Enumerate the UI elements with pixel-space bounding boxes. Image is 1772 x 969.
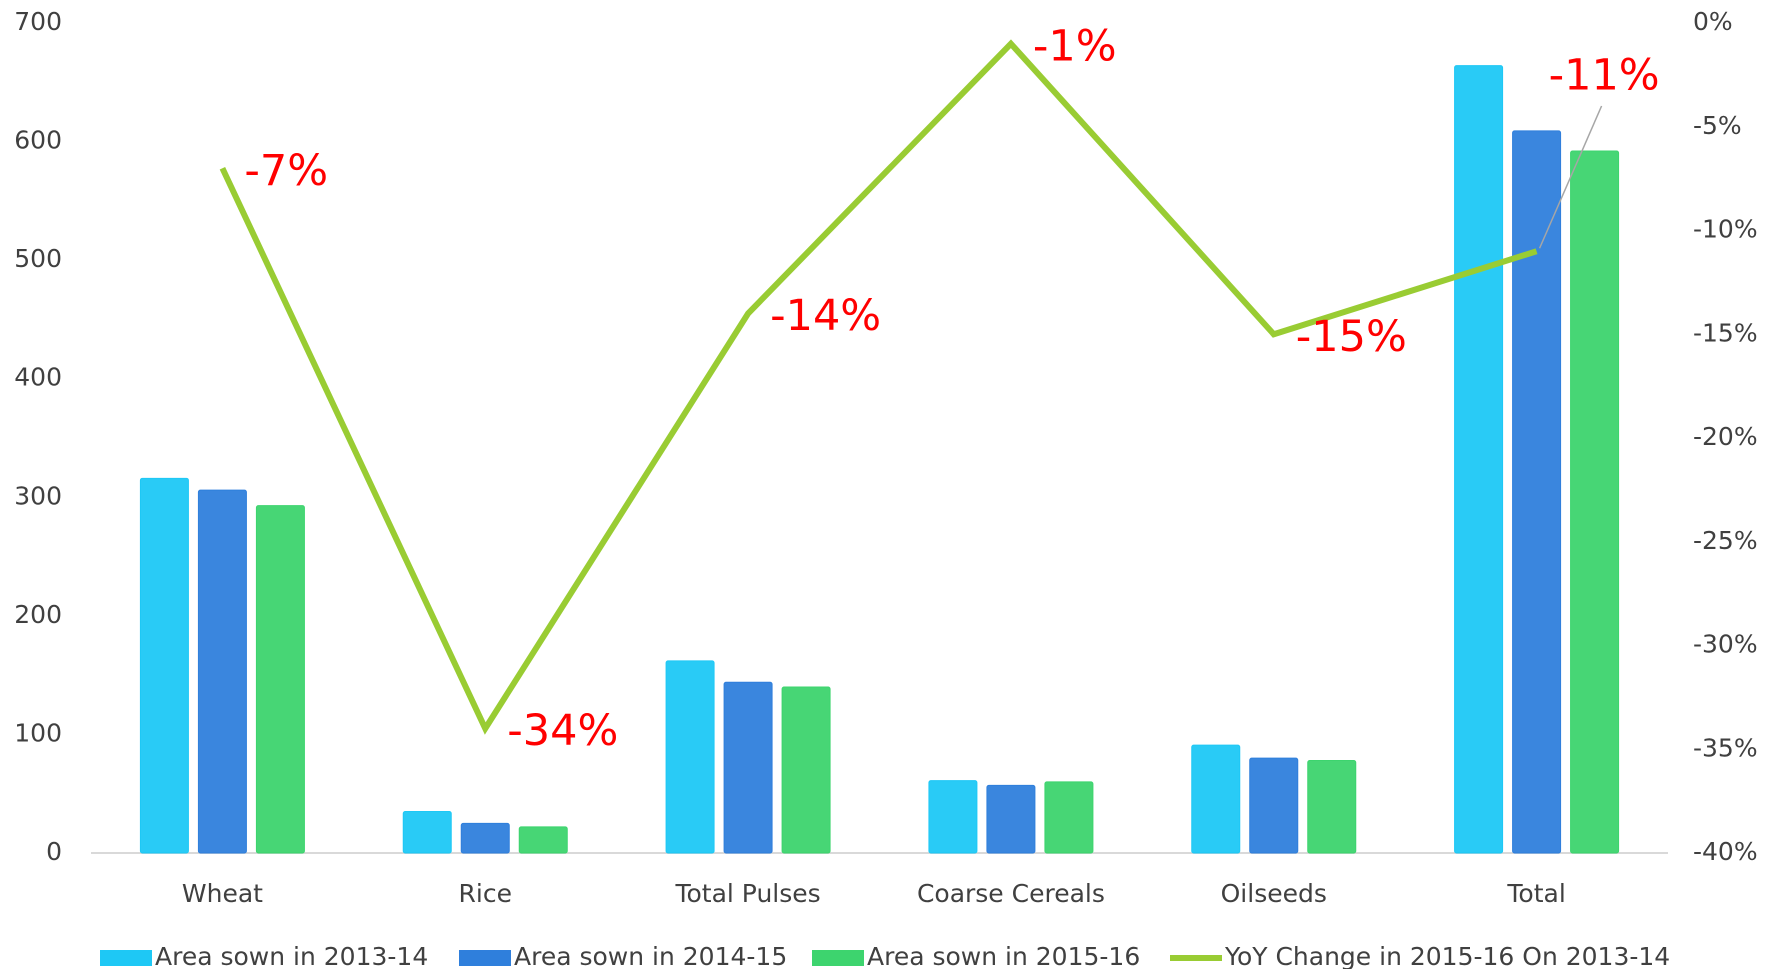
bar	[1570, 150, 1620, 854]
y2-tick-label: 0%	[1693, 7, 1733, 36]
bar	[1191, 744, 1241, 854]
x-tick-label: Wheat	[182, 879, 263, 908]
legend-swatch	[812, 950, 864, 966]
legend-label: Area sown in 2014-15	[514, 942, 787, 969]
y2-tick-label: -20%	[1693, 422, 1758, 451]
legend-label: YoY Change in 2015-16 On 2013-14	[1224, 942, 1670, 969]
bar	[460, 822, 510, 854]
data-label: -1%	[1033, 21, 1117, 71]
bar	[1512, 130, 1562, 854]
leader-line	[1538, 105, 1603, 249]
legend-label: Area sown in 2013-14	[155, 942, 428, 969]
bar	[1249, 757, 1299, 854]
y2-tick-label: -15%	[1693, 318, 1758, 347]
data-label: -14%	[770, 291, 881, 341]
legend-swatch	[100, 950, 152, 966]
y-tick-label: 400	[14, 363, 62, 392]
legend-swatch	[459, 950, 511, 966]
bar	[139, 477, 189, 854]
x-tick-label: Total Pulses	[674, 879, 820, 908]
line-series	[219, 39, 1538, 735]
x-tick-label: Total	[1506, 879, 1565, 908]
y2-tick-label: -25%	[1693, 526, 1758, 555]
y2-tick-label: -5%	[1693, 111, 1742, 140]
data-label: -15%	[1296, 312, 1407, 362]
bar	[1044, 781, 1094, 854]
data-label: -11%	[1549, 51, 1660, 101]
y2-tick-label: -10%	[1693, 215, 1758, 244]
y2-tick-label: -40%	[1693, 837, 1758, 866]
bar	[1454, 65, 1504, 854]
y-tick-label: 700	[14, 7, 62, 36]
bar	[255, 505, 305, 854]
bar	[723, 681, 773, 854]
y-tick-label: 300	[14, 481, 62, 510]
y-tick-label: 600	[14, 126, 62, 155]
bar	[518, 826, 568, 854]
y2-tick-label: -30%	[1693, 630, 1758, 659]
y-tick-label: 200	[14, 600, 62, 629]
bar	[781, 686, 831, 854]
y-tick-label: 0	[46, 837, 62, 866]
x-tick-label: Coarse Cereals	[917, 879, 1105, 908]
y2-tick-label: -35%	[1693, 733, 1758, 762]
bar	[665, 660, 715, 854]
bar	[402, 811, 452, 854]
y-tick-label: 500	[14, 244, 62, 273]
bar	[197, 489, 247, 854]
data-label: -34%	[507, 706, 618, 756]
data-label: -7%	[244, 146, 328, 196]
y-tick-label: 100	[14, 718, 62, 747]
x-tick-label: Oilseeds	[1221, 879, 1327, 908]
legend-label: Area sown in 2015-16	[867, 942, 1140, 969]
x-tick-label: Rice	[459, 879, 512, 908]
bar	[928, 780, 978, 854]
bar	[1307, 760, 1357, 854]
bar	[986, 784, 1036, 854]
